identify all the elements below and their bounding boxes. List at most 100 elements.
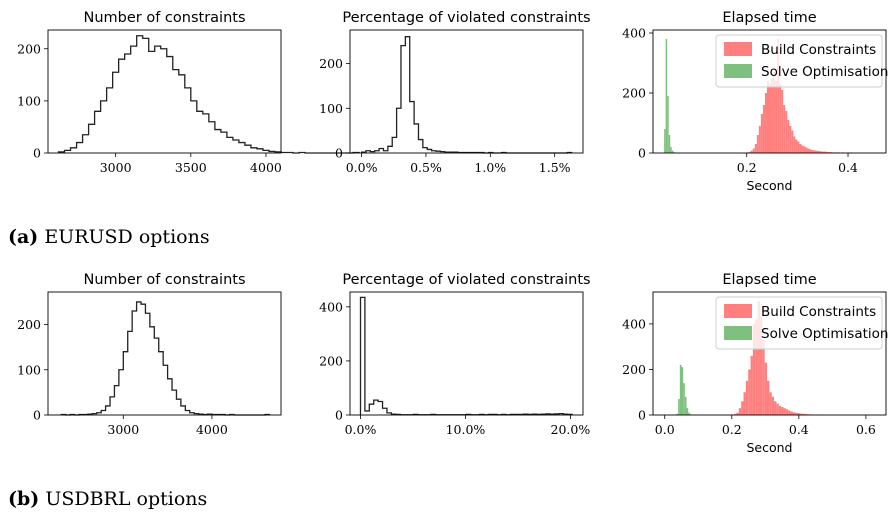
histogram-bar [684, 396, 687, 415]
histogram-bar [745, 380, 749, 415]
x-tick-label: 0.2 [737, 160, 757, 175]
chart-title: Number of constraints [83, 10, 245, 26]
histogram-bar [804, 414, 807, 415]
histogram-bar [791, 130, 794, 153]
legend-box [715, 34, 883, 88]
histogram-bar [805, 147, 808, 153]
histogram-bar [676, 413, 679, 415]
histogram-step-line [360, 36, 573, 154]
histogram-bar [756, 135, 759, 153]
chart-title: Percentage of violated constraints [342, 272, 590, 288]
histogram-bar [799, 144, 802, 153]
histogram-bar [775, 81, 778, 153]
histogram-bar [764, 362, 767, 415]
y-tick-label: 0 [33, 408, 41, 423]
histogram-bar [781, 90, 784, 153]
y-tick-label: 400 [622, 26, 646, 41]
histogram-step-line [359, 296, 573, 416]
x-tick-label: 10.0% [446, 422, 486, 437]
histogram-bar [785, 111, 788, 153]
histogram-bar [771, 396, 775, 415]
y-tick-label: 200 [17, 317, 41, 332]
x-tick-label: 3500 [175, 160, 207, 175]
chart-1: 3000 3500 4000 0 100 200 Number of constraints [17, 10, 360, 175]
histogram-bar [752, 323, 756, 415]
histogram-bar [665, 39, 668, 153]
histogram-bar [670, 147, 672, 153]
axes-frame [652, 291, 887, 416]
histogram-bar [683, 383, 685, 415]
chart-title: Number of constraints [83, 272, 245, 288]
chart-4: 3000 4000 0 100 200 Number of constraints [17, 272, 282, 437]
histogram-bar [750, 355, 753, 415]
chart-5: 0.0% 10.0% 20.0% 0 200 400 Percentage of viola… [319, 272, 590, 437]
histogram-bar [819, 151, 822, 153]
histogram-bar [771, 78, 774, 153]
histogram-bar [803, 146, 806, 153]
legend-label: Solve Optimisation [761, 64, 888, 80]
histogram-bar [748, 151, 751, 153]
y-tick-label: 0 [33, 146, 41, 161]
histogram-bar [769, 392, 772, 415]
x-tick-label: 0.2 [722, 422, 742, 437]
axes-frame [47, 291, 282, 416]
histogram-bar [766, 380, 770, 415]
histogram-bar [668, 135, 671, 153]
legend-swatch [724, 304, 752, 318]
histogram-bar [795, 412, 798, 415]
x-tick-label: 1.0% [474, 160, 506, 175]
axes-frame [47, 29, 282, 154]
histogram-bar [823, 151, 826, 153]
histogram-bar [760, 114, 763, 153]
histogram-bar [787, 120, 790, 153]
histogram-bar [797, 413, 800, 415]
histogram-bar [779, 84, 782, 153]
histogram-bar [764, 93, 767, 153]
histogram-bar [813, 150, 816, 153]
legend-label: Solve Optimisation [761, 326, 888, 342]
histogram-step-line [57, 35, 360, 154]
x-tick-label: 4000 [250, 160, 282, 175]
histogram-bar [671, 150, 674, 153]
histogram-bar [802, 413, 805, 415]
histogram-bar [750, 150, 753, 153]
histogram-bar [757, 301, 760, 415]
chart-title: Percentage of violated constraints [342, 10, 590, 26]
y-tick-label: 0 [638, 408, 646, 423]
histogram-bar [679, 364, 682, 415]
histogram-bar [807, 148, 810, 153]
x-tick-label: 0.0% [345, 422, 377, 437]
legend-box [715, 296, 883, 350]
histogram-bar [774, 401, 777, 415]
histogram-bar [736, 412, 739, 415]
histogram-bar [781, 407, 784, 415]
axes-frame [652, 29, 887, 154]
legend-label: Build Constraints [761, 42, 876, 58]
histogram-bar [664, 129, 666, 153]
x-tick-label: 0.6 [856, 422, 876, 437]
y-tick-label: 200 [622, 362, 646, 377]
y-tick-label: 0 [335, 408, 343, 423]
histogram-bar [734, 413, 737, 415]
histogram-bar [788, 410, 791, 415]
histogram-bar [759, 317, 763, 415]
chart-title: Elapsed time [722, 272, 816, 288]
legend-swatch [724, 42, 752, 56]
histogram-bar [817, 150, 820, 153]
histogram-bar [754, 144, 757, 153]
x-axis-label: Second [746, 178, 792, 193]
histogram-bar [797, 141, 800, 153]
x-tick-label: 0.5% [410, 160, 442, 175]
histogram-bar [795, 139, 798, 153]
caption-a-label: (a) [8, 226, 39, 248]
histogram-bar [799, 413, 803, 415]
y-tick-label: 400 [622, 316, 646, 331]
histogram-bar [783, 105, 786, 153]
x-axis-label: Second [746, 440, 792, 455]
histogram-bar [773, 72, 776, 153]
x-tick-label: 3000 [107, 422, 139, 437]
caption-a-text: EURUSD options [44, 226, 210, 248]
histogram-bar [815, 150, 818, 153]
legend-label: Build Constraints [761, 304, 876, 320]
